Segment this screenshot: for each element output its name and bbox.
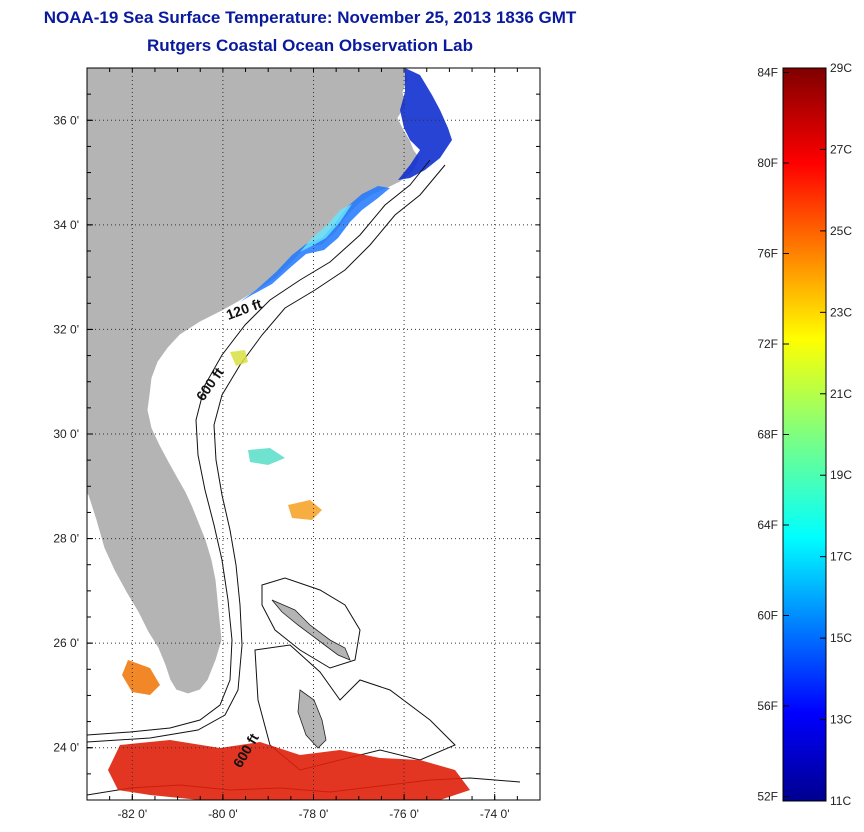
isobath-120ft	[87, 159, 431, 736]
y-tick-label: 32 0'	[53, 322, 79, 336]
colorbar-f-label: 72F	[757, 337, 778, 351]
colorbar-f-label: 60F	[757, 608, 778, 622]
x-tick-label: -78 0'	[299, 807, 329, 821]
colorbar	[782, 67, 827, 802]
isobath-bahamas	[261, 577, 361, 669]
colorbar-c-label: 21C	[830, 387, 852, 401]
warm-water-offshore-2	[230, 350, 248, 366]
colorbar-c-label: 27C	[830, 142, 852, 156]
y-axis-ticks: 36 0' 34 0' 32 0' 30 0' 28 0' 26 0' 24 0'	[53, 67, 540, 801]
x-tick-label: -80 0'	[208, 807, 238, 821]
x-tick-label: -76 0'	[389, 807, 419, 821]
y-tick-label: 26 0'	[53, 636, 79, 650]
map-subtitle: Rutgers Coastal Ocean Observation Lab	[147, 36, 473, 55]
warm-water-south	[108, 740, 470, 800]
y-tick-label: 28 0'	[53, 532, 79, 546]
y-tick-label: 24 0'	[53, 741, 79, 755]
colorbar-celsius-labels: 29C 27C 25C 23C 21C 19C 17C 15C 13C 11C	[820, 61, 852, 808]
land-bahamas-abaco	[271, 599, 351, 661]
colorbar-c-label: 29C	[830, 61, 852, 75]
cold-coastal-water-nc	[398, 68, 452, 180]
warm-water-keys	[122, 660, 160, 695]
colorbar-f-label: 76F	[757, 247, 778, 261]
x-tick-label: -82 0'	[117, 807, 147, 821]
colorbar-c-label: 19C	[830, 468, 852, 482]
map-frame	[86, 67, 541, 801]
land-bahamas-andros	[297, 689, 327, 749]
x-axis-ticks: -82 0' -80 0' -78 0' -76 0' -74 0'	[86, 68, 541, 821]
y-tick-label: 30 0'	[53, 427, 79, 441]
y-tick-label: 34 0'	[53, 218, 79, 232]
colorbar-f-label: 80F	[757, 156, 778, 170]
isobath-600ft	[87, 164, 446, 743]
x-tick-label: -74 0'	[480, 807, 510, 821]
colorbar-c-label: 15C	[830, 631, 852, 645]
colorbar-c-label: 13C	[830, 713, 852, 727]
y-tick-label: 36 0'	[53, 113, 79, 127]
colorbar-c-label: 17C	[830, 550, 852, 564]
colorbar-c-label: 25C	[830, 224, 852, 238]
colorbar-f-label: 56F	[757, 699, 778, 713]
colorbar-f-label: 84F	[757, 66, 778, 80]
colorbar-c-label: 11C	[830, 794, 851, 808]
colorbar-f-label: 64F	[757, 518, 778, 532]
colorbar-f-label: 68F	[757, 428, 778, 442]
colorbar-f-label: 52F	[757, 789, 778, 803]
colorbar-c-label: 23C	[830, 305, 852, 319]
cyan-offshore	[248, 448, 285, 465]
map-title: NOAA-19 Sea Surface Temperature: Novembe…	[43, 8, 577, 27]
colorbar-fahrenheit-labels: 84F 80F 76F 72F 68F 64F 60F 56F 52F	[757, 66, 789, 803]
